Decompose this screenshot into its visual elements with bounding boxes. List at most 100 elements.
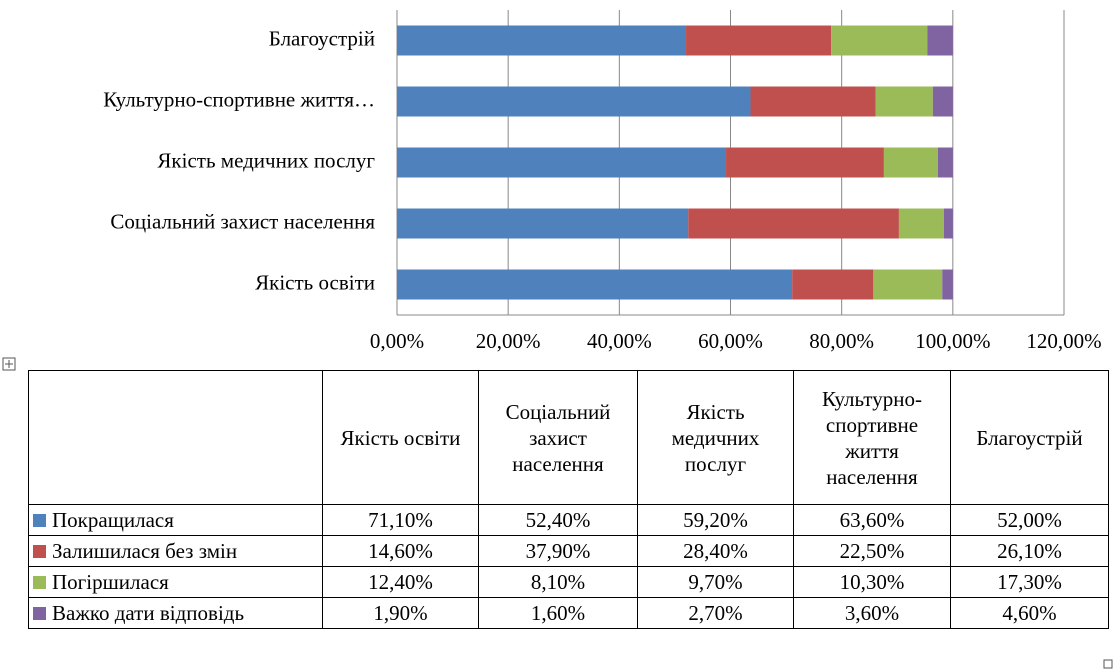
data-cell: 9,70% [637, 566, 794, 598]
data-cell: 63,60% [793, 504, 951, 536]
header-cell: Благоустрій [950, 370, 1109, 505]
table-handle-cross [5, 360, 13, 368]
data-cell: 14,60% [322, 535, 479, 567]
bar-segment [875, 86, 933, 117]
data-cell: 37,90% [478, 535, 638, 567]
value-label: 52,00% [997, 507, 1062, 532]
y-tick-label: Якість освіти [255, 270, 375, 294]
x-tick-label: 120,00% [1026, 329, 1101, 353]
resize-handle [1103, 659, 1113, 669]
value-label: 9,70% [688, 569, 743, 594]
legend-key [33, 544, 46, 558]
row-label: Важко дати відповідь [28, 597, 323, 629]
x-tick-label: 0,00% [370, 329, 424, 353]
data-cell: 17,30% [950, 566, 1109, 598]
bar-segment [943, 208, 953, 239]
header-text: Якість освіти [340, 425, 461, 450]
legend-label: Залишилася без змін [52, 538, 238, 563]
value-label: 10,30% [839, 569, 905, 594]
bar-segment [883, 147, 938, 178]
legend-key [33, 606, 46, 620]
data-row: Покращилася 71,10% 52,40% 59,20% 63,60% 52,00… [28, 504, 1109, 536]
bar-segment [397, 147, 727, 178]
data-row: Залишилася без змін 14,60% 37,90% 28,40% 22,… [28, 535, 1109, 567]
value-label: 2,70% [688, 600, 743, 625]
value-label: 26,10% [997, 538, 1062, 563]
data-cell: 2,70% [637, 597, 794, 629]
header-text: Якість медичних послуг [671, 399, 760, 476]
header-cell: Соціальний захист населення [478, 370, 638, 505]
bar-segment [898, 208, 944, 239]
data-cell: 8,10% [478, 566, 638, 598]
legend-key [33, 575, 46, 589]
data-cell: 71,10% [322, 504, 479, 536]
value-label: 63,60% [839, 507, 905, 532]
header-cell: Якість медичних послуг [637, 370, 794, 505]
header-text: Культурно-спортивне життя населення [822, 386, 922, 489]
legend-label: Покращилася [52, 507, 174, 532]
value-label: 8,10% [530, 569, 586, 594]
data-cell: 22,50% [793, 535, 951, 567]
x-tick-label: 80,00% [809, 329, 874, 353]
bar-segment [927, 25, 953, 56]
x-tick-label: 40,00% [587, 329, 652, 353]
legend-label: Важко дати відповідь [52, 600, 245, 625]
data-row: Важко дати відповідь 1,90% 1,60% 2,70% 3,60%… [28, 597, 1109, 629]
x-tick-label: 100,00% [915, 329, 990, 353]
value-label: 17,30% [997, 569, 1062, 594]
data-cell: 52,00% [950, 504, 1109, 536]
bar-segment [397, 86, 751, 117]
data-cell: 4,60% [950, 597, 1109, 629]
bar-segment [397, 208, 689, 239]
data-cell: 52,40% [478, 504, 638, 536]
x-tick-label: 20,00% [476, 329, 541, 353]
y-tick-label: Культурно-спортивне життя… [103, 87, 375, 111]
value-label: 4,60% [1002, 600, 1057, 625]
data-cell: 12,40% [322, 566, 479, 598]
data-cell: 1,60% [478, 597, 638, 629]
data-cell: 59,20% [637, 504, 794, 536]
value-label: 71,10% [368, 507, 433, 532]
row-label: Погіршилася [28, 566, 323, 598]
bar-segment [937, 147, 953, 178]
bar-segment [686, 25, 832, 56]
header-text: Благоустрій [976, 425, 1083, 450]
value-label: 12,40% [368, 569, 433, 594]
bar-segment [932, 86, 953, 117]
data-cell: 10,30% [793, 566, 951, 598]
row-label: Залишилася без змін [28, 535, 323, 567]
bar-segment [792, 269, 874, 300]
value-label: 3,60% [844, 600, 900, 625]
y-tick-label: Соціальний захист населення [110, 209, 375, 233]
data-table: Якість освіти Соціальний захист населення… [28, 370, 1109, 629]
data-cell: 1,90% [322, 597, 479, 629]
value-label: 22,50% [839, 538, 905, 563]
table-handle [2, 357, 16, 371]
bar-segment [688, 208, 899, 239]
legend-key [33, 513, 46, 527]
value-label: 14,60% [368, 538, 433, 563]
value-label: 37,90% [525, 538, 591, 563]
row-label: Покращилася [28, 504, 323, 536]
bar-segment [831, 25, 928, 56]
legend-label: Погіршилася [52, 569, 169, 594]
y-tick-label: Якість медичних послуг [157, 148, 375, 172]
value-label: 1,90% [373, 600, 428, 625]
data-row: Погіршилася 12,40% 8,10% 9,70% 10,30% 17,30% [28, 566, 1109, 598]
data-cell: 26,10% [950, 535, 1109, 567]
x-tick-label: 60,00% [698, 329, 763, 353]
data-cell: 28,40% [637, 535, 794, 567]
header-cell: Якість освіти [322, 370, 479, 505]
header-cell [28, 370, 323, 505]
bar-segment [750, 86, 876, 117]
value-label: 59,20% [683, 507, 748, 532]
header-row: Якість освіти Соціальний захист населення… [28, 370, 1109, 505]
value-label: 28,40% [683, 538, 748, 563]
value-label: 52,40% [525, 507, 591, 532]
bar-segment [397, 269, 793, 300]
data-cell: 3,60% [793, 597, 951, 629]
bar-segment [873, 269, 943, 300]
header-cell: Культурно-спортивне життя населення [793, 370, 951, 505]
